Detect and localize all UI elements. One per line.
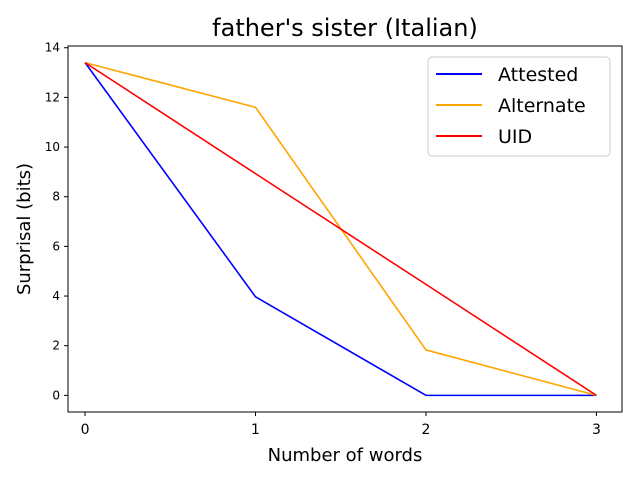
legend: Attested Alternate UID bbox=[427, 56, 611, 157]
x-axis-label: Number of words bbox=[268, 445, 423, 466]
legend-label-uid: UID bbox=[498, 126, 532, 148]
y-tick-label: 4 bbox=[52, 289, 60, 303]
series-line-uid bbox=[84, 61, 597, 397]
y-axis: 0 2 4 6 8 10 12 14 bbox=[45, 41, 68, 402]
legend-label-attested: Attested bbox=[498, 64, 578, 86]
y-tick-label: 10 bbox=[45, 140, 60, 154]
y-tick-label: 2 bbox=[52, 339, 60, 353]
y-tick-label: 14 bbox=[45, 41, 60, 55]
chart-title: father's sister (Italian) bbox=[212, 14, 478, 42]
y-tick-label: 12 bbox=[45, 90, 60, 104]
x-tick-label: 3 bbox=[592, 422, 601, 438]
y-tick-label: 6 bbox=[52, 239, 60, 253]
x-tick-label: 0 bbox=[81, 422, 90, 438]
plot-area-frame bbox=[67, 45, 623, 413]
legend-label-alternate: Alternate bbox=[498, 95, 586, 117]
series-line-attested bbox=[84, 62, 597, 397]
y-axis-label: Surprisal (bits) bbox=[14, 163, 35, 295]
y-tick-label: 0 bbox=[52, 388, 60, 402]
legend-box bbox=[427, 56, 611, 157]
x-tick-label: 2 bbox=[422, 422, 431, 438]
x-axis: 0 1 2 3 bbox=[81, 412, 601, 438]
series-lines bbox=[84, 61, 597, 397]
x-tick-label: 1 bbox=[251, 422, 260, 438]
y-tick-label: 8 bbox=[52, 190, 60, 204]
